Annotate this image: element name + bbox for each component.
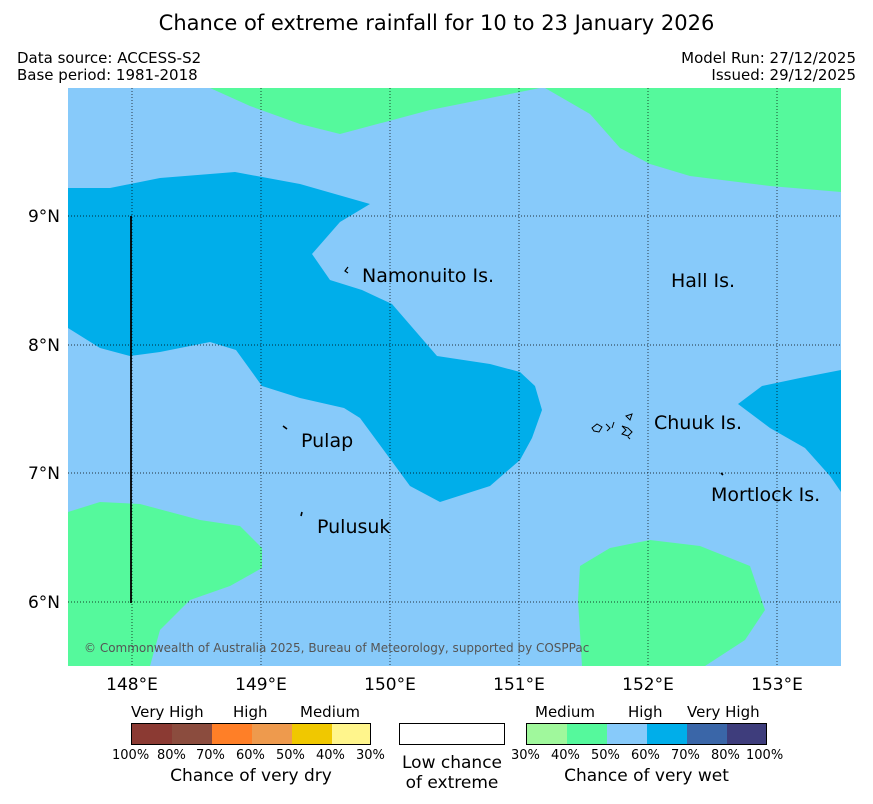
dry-percent: 30% — [356, 748, 385, 763]
latitude-ticks: 9°N 8°N 7°N 6°N — [28, 207, 60, 613]
dry-swatch-cell — [212, 724, 252, 744]
pulusuk-island-shape — [300, 511, 303, 517]
wet-percent: 70% — [671, 748, 700, 763]
forecast-map[interactable]: © Commonwealth of Australia 2025, Bureau… — [0, 0, 873, 720]
place-label-pulap: Pulap — [301, 430, 353, 452]
lon-tick: 150°E — [364, 675, 416, 695]
wet-percent: 30% — [511, 748, 540, 763]
lat-tick: 8°N — [28, 336, 60, 356]
wet-region-central — [68, 172, 542, 502]
legend-dry-caption: Chance of very dry — [170, 766, 332, 786]
lon-tick: 151°E — [493, 675, 545, 695]
wet-percent: 60% — [631, 748, 660, 763]
lon-tick: 148°E — [106, 675, 158, 695]
pulap-island-shape — [282, 425, 288, 430]
legend-wet-category: Very High — [687, 703, 760, 721]
map-area: © Commonwealth of Australia 2025, Bureau… — [68, 88, 841, 666]
wet-swatch-cell — [727, 724, 766, 744]
dry-percent: 50% — [276, 748, 305, 763]
lon-tick: 153°E — [751, 675, 803, 695]
wet-percent: 50% — [591, 748, 620, 763]
meta-left: Data source: ACCESS-S2 Base period: 1981… — [17, 50, 201, 84]
map-grid — [68, 88, 841, 666]
lat-tick: 9°N — [28, 207, 60, 227]
place-label-namonuito: Namonuito Is. — [362, 265, 494, 287]
wet-region-south-west — [68, 502, 262, 666]
legend-dry-category: Medium — [300, 703, 360, 721]
place-label-hall: Hall Is. — [671, 270, 735, 292]
place-label-chuuk: Chuuk Is. — [654, 412, 742, 434]
issued-label: Issued: 29/12/2025 — [711, 66, 856, 84]
wet-swatch-cell — [647, 724, 687, 744]
wet-region-north-east — [545, 88, 841, 192]
lat-tick: 6°N — [28, 593, 60, 613]
wet-percent: 40% — [551, 748, 580, 763]
wet-swatch-cell — [607, 724, 647, 744]
wet-region-east — [738, 370, 841, 492]
wet-swatch-cell — [527, 724, 567, 744]
wet-percent: 80% — [711, 748, 740, 763]
lat-tick: 7°N — [28, 464, 60, 484]
meta-right: Model Run: 27/12/2025 Issued: 29/12/2025 — [681, 50, 856, 84]
dry-percent: 70% — [196, 748, 225, 763]
lon-tick: 152°E — [622, 675, 674, 695]
wet-region-south-east — [578, 540, 765, 666]
copyright-text: © Commonwealth of Australia 2025, Bureau… — [84, 641, 589, 655]
wet-region-north-west — [210, 88, 540, 134]
lon-tick: 149°E — [235, 675, 287, 695]
data-source-label: Data source: ACCESS-S2 — [17, 49, 202, 67]
legend-dry-swatch — [131, 723, 371, 745]
chuuk-island-shapes — [591, 413, 633, 440]
legend-low-caption-line1: Low chance — [402, 753, 502, 773]
legend-wet-swatch — [526, 723, 767, 745]
dry-swatch-cell — [172, 724, 212, 744]
wet-percent: 100% — [746, 748, 784, 763]
legend-dry-category: High — [233, 703, 268, 721]
legend-dry-category: Very High — [131, 703, 204, 721]
dry-swatch-cell — [132, 724, 172, 744]
namonuito-island-shape — [344, 266, 349, 274]
dry-swatch-cell — [292, 724, 332, 744]
mortlock-island-shape — [720, 472, 724, 476]
dry-swatch-cell — [332, 724, 370, 744]
dry-percent: 40% — [316, 748, 345, 763]
place-label-pulusuk: Pulusuk — [317, 516, 390, 538]
dry-percent: 60% — [236, 748, 265, 763]
legend-wet-caption: Chance of very wet — [564, 766, 729, 786]
model-run-label: Model Run: 27/12/2025 — [681, 49, 856, 67]
place-label-mortlock: Mortlock Is. — [711, 484, 820, 506]
legend-wet-category: Medium — [535, 703, 595, 721]
dry-percent: 100% — [112, 748, 150, 763]
dry-swatch-cell — [252, 724, 292, 744]
wet-swatch-cell — [687, 724, 727, 744]
page-title: Chance of extreme rainfall for 10 to 23 … — [158, 11, 715, 35]
dry-percent: 80% — [157, 748, 186, 763]
legend-wet-category: High — [628, 703, 663, 721]
legend-low-swatch — [399, 723, 505, 745]
base-period-label: Base period: 1981-2018 — [17, 66, 198, 84]
wet-swatch-cell — [567, 724, 607, 744]
longitude-ticks: 148°E 149°E 150°E 151°E 152°E 153°E — [106, 675, 803, 695]
legend-low-caption-line2: of extreme — [405, 773, 499, 793]
